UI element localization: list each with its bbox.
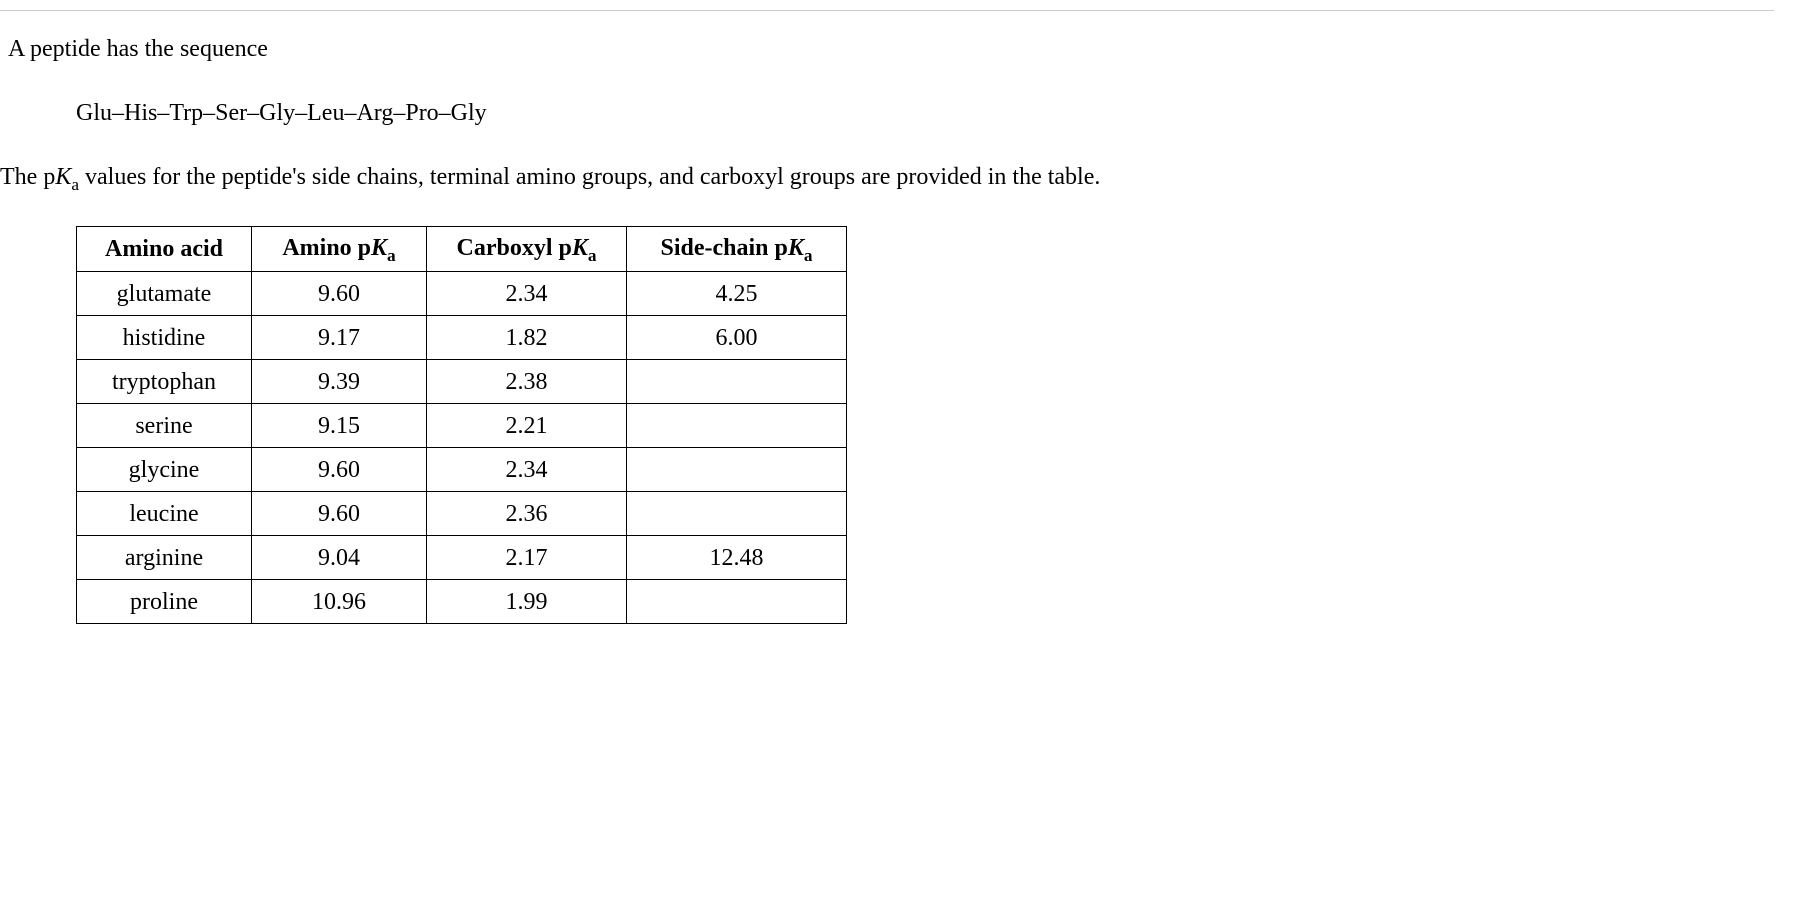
header-sidechain-pka-sub: a <box>804 246 813 265</box>
header-sidechain-pka-K: K <box>788 235 804 261</box>
cell-amino-pka: 9.17 <box>252 316 427 360</box>
pka-table: Amino acid Amino pKa Carboxyl pKa Side-c… <box>76 226 847 625</box>
header-amino-pka-prefix: Amino p <box>282 235 371 261</box>
intro-text: A peptide has the sequence <box>0 31 1774 67</box>
cell-carboxyl-pka: 2.17 <box>427 536 627 580</box>
pka-table-container: Amino acid Amino pKa Carboxyl pKa Side-c… <box>76 226 1774 625</box>
table-row: arginine 9.04 2.17 12.48 <box>77 536 847 580</box>
header-amino-pka-sub: a <box>387 246 396 265</box>
peptide-sequence: Glu–His–Trp–Ser–Gly–Leu–Arg–Pro–Gly <box>76 95 1774 131</box>
cell-amino-pka: 10.96 <box>252 580 427 624</box>
header-carboxyl-pka: Carboxyl pKa <box>427 226 627 272</box>
header-carboxyl-pka-prefix: Carboxyl p <box>456 235 571 261</box>
table-row: leucine 9.60 2.36 <box>77 492 847 536</box>
table-row: glutamate 9.60 2.34 4.25 <box>77 272 847 316</box>
cell-amino-pka: 9.15 <box>252 404 427 448</box>
cell-sidechain-pka <box>627 360 847 404</box>
description-text: The pKa values for the peptide's side ch… <box>0 159 1774 198</box>
header-amino-acid: Amino acid <box>77 226 252 272</box>
cell-amino-pka: 9.39 <box>252 360 427 404</box>
cell-carboxyl-pka: 2.36 <box>427 492 627 536</box>
cell-amino-acid: leucine <box>77 492 252 536</box>
cell-carboxyl-pka: 2.34 <box>427 448 627 492</box>
description-subscript: a <box>71 175 79 194</box>
cell-amino-acid: glutamate <box>77 272 252 316</box>
header-carboxyl-pka-sub: a <box>588 246 597 265</box>
cell-amino-acid: arginine <box>77 536 252 580</box>
cell-amino-acid: serine <box>77 404 252 448</box>
table-header-row: Amino acid Amino pKa Carboxyl pKa Side-c… <box>77 226 847 272</box>
header-carboxyl-pka-K: K <box>572 235 588 261</box>
header-amino-pka-K: K <box>371 235 387 261</box>
header-sidechain-pka-prefix: Side-chain p <box>660 235 787 261</box>
cell-sidechain-pka: 4.25 <box>627 272 847 316</box>
cell-sidechain-pka <box>627 580 847 624</box>
description-K: K <box>55 164 71 190</box>
header-amino-pka: Amino pKa <box>252 226 427 272</box>
cell-carboxyl-pka: 1.99 <box>427 580 627 624</box>
description-prefix: The p <box>0 164 55 190</box>
cell-carboxyl-pka: 2.21 <box>427 404 627 448</box>
cell-carboxyl-pka: 2.38 <box>427 360 627 404</box>
cell-amino-acid: proline <box>77 580 252 624</box>
table-row: histidine 9.17 1.82 6.00 <box>77 316 847 360</box>
description-suffix: values for the peptide's side chains, te… <box>79 164 1100 190</box>
table-row: proline 10.96 1.99 <box>77 580 847 624</box>
cell-sidechain-pka: 12.48 <box>627 536 847 580</box>
top-divider <box>0 10 1774 11</box>
cell-amino-pka: 9.60 <box>252 492 427 536</box>
table-row: serine 9.15 2.21 <box>77 404 847 448</box>
cell-sidechain-pka <box>627 404 847 448</box>
cell-amino-pka: 9.04 <box>252 536 427 580</box>
cell-amino-acid: glycine <box>77 448 252 492</box>
cell-amino-acid: tryptophan <box>77 360 252 404</box>
cell-amino-pka: 9.60 <box>252 448 427 492</box>
table-row: glycine 9.60 2.34 <box>77 448 847 492</box>
cell-sidechain-pka: 6.00 <box>627 316 847 360</box>
cell-amino-acid: histidine <box>77 316 252 360</box>
table-row: tryptophan 9.39 2.38 <box>77 360 847 404</box>
table-body: glutamate 9.60 2.34 4.25 histidine 9.17 … <box>77 272 847 624</box>
cell-sidechain-pka <box>627 492 847 536</box>
cell-amino-pka: 9.60 <box>252 272 427 316</box>
cell-carboxyl-pka: 1.82 <box>427 316 627 360</box>
header-sidechain-pka: Side-chain pKa <box>627 226 847 272</box>
cell-sidechain-pka <box>627 448 847 492</box>
cell-carboxyl-pka: 2.34 <box>427 272 627 316</box>
